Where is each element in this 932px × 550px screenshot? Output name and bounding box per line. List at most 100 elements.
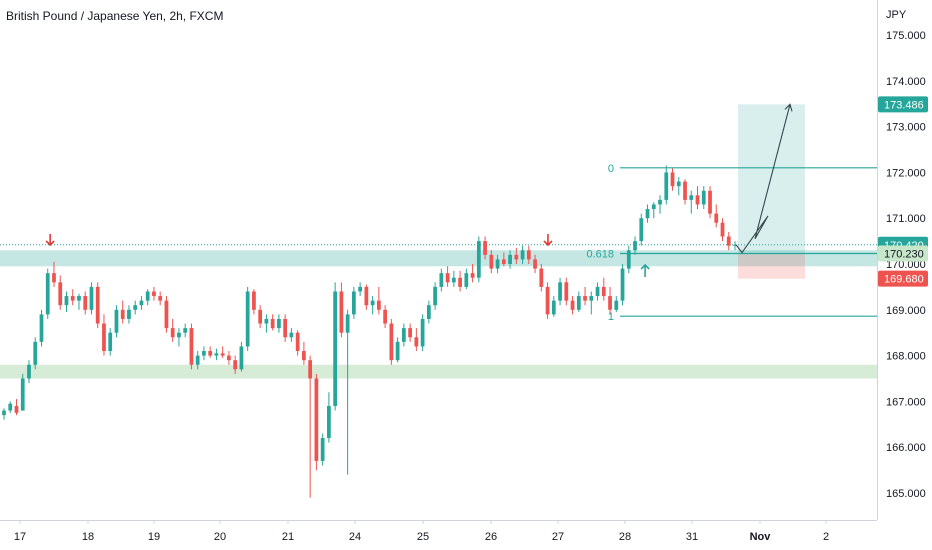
candle-body [14, 405, 19, 413]
candle-body [533, 259, 537, 269]
candle-body [551, 300, 556, 315]
candle-body [64, 296, 69, 306]
price-tag-label: 169.680 [884, 274, 924, 286]
candle-body [383, 309, 387, 324]
arrow-up-icon [640, 263, 650, 277]
position-target-zone [738, 104, 805, 254]
candle-body [470, 273, 475, 278]
candle-body [114, 309, 119, 333]
price-tick-label: 165.000 [886, 488, 926, 500]
candle-body [277, 318, 281, 329]
candle-body [102, 323, 106, 352]
candle-body [2, 410, 6, 416]
candle-body [695, 195, 700, 205]
candle-body [520, 250, 525, 260]
candle-body [27, 364, 31, 379]
candle-body [433, 286, 437, 306]
candle-body [320, 438, 325, 461]
zone-resistance-support [0, 250, 877, 267]
fib-level-label: 1 [608, 311, 614, 323]
candle-body [8, 403, 13, 411]
candle-body [152, 291, 156, 297]
candle-body [227, 355, 231, 361]
candle-body [233, 360, 238, 370]
candle-body [501, 259, 506, 264]
candle-body [683, 181, 687, 200]
candle-body [376, 300, 381, 310]
candle-body [202, 351, 206, 356]
candle-body [626, 250, 631, 269]
time-tick-label: 20 [214, 531, 226, 543]
chart-title: British Pound / Japanese Yen, 2h, FXCM [6, 9, 224, 23]
candle-body [708, 190, 712, 214]
price-tick-label: 171.000 [886, 213, 926, 225]
time-tick-label: 28 [619, 531, 631, 543]
time-tick-label: 2 [823, 531, 829, 543]
time-axis[interactable]: 17 18 19 20 21 24 25 26 27 28 31 Nov 2 [14, 520, 829, 543]
candle-body [726, 236, 731, 246]
candle-body [733, 244, 737, 246]
candle-body [620, 268, 625, 301]
candle-body [358, 286, 363, 292]
price-tick-label: 168.000 [886, 351, 926, 363]
candle-body [170, 328, 175, 338]
candle-body [526, 250, 531, 260]
candle-body [439, 273, 444, 287]
candle-body [458, 277, 462, 287]
candle-body [77, 296, 81, 301]
candle-body [270, 318, 275, 329]
candle-body [483, 241, 487, 255]
time-tick-label: Nov [750, 531, 772, 543]
candle-body [45, 273, 50, 315]
candle-body [514, 254, 519, 260]
candle-body [245, 291, 250, 347]
arrow-down-icon [543, 234, 553, 247]
candle-body [589, 296, 594, 301]
candle-body [264, 318, 269, 324]
candle-body [664, 172, 669, 200]
candle-body [214, 353, 219, 356]
candle-body [70, 296, 75, 301]
candle-body [283, 318, 288, 338]
candle-body [370, 300, 375, 306]
candle-body [58, 282, 63, 306]
price-tag [878, 245, 928, 262]
price-axis-currency: JPY [886, 9, 907, 21]
candle-body [445, 273, 450, 283]
candle-body [689, 195, 694, 200]
candle-body [352, 291, 356, 315]
time-tick-label: 19 [148, 531, 160, 543]
candle-body [52, 273, 56, 283]
price-tick-label: 173.000 [886, 122, 926, 134]
time-tick-label: 17 [14, 531, 26, 543]
candle-body [295, 332, 300, 352]
time-tick-label: 31 [686, 531, 698, 543]
candle-body [189, 328, 194, 365]
price-tag [878, 96, 928, 113]
candle-body [89, 286, 94, 310]
position-stop-zone [738, 253, 805, 279]
candle-body [327, 405, 331, 439]
price-axis[interactable]: JPY 165.000 166.000 167.000 168.000 169.000 17… [878, 9, 928, 500]
candle-body [314, 378, 319, 461]
price-tick-label: 169.000 [886, 305, 926, 317]
price-tag-label: 173.486 [884, 99, 924, 111]
zone-lower-support [0, 364, 877, 379]
candle-body [408, 328, 412, 338]
candle-body [239, 346, 244, 370]
candle-body [208, 351, 213, 356]
candle-body [195, 355, 200, 365]
candle-body [489, 254, 494, 269]
candle-body [658, 199, 662, 205]
time-tick-label: 21 [282, 531, 294, 543]
candle-body [83, 296, 88, 310]
candle-body [720, 222, 725, 237]
candle-body [364, 286, 369, 306]
candle-body [220, 353, 225, 356]
candle-body [476, 241, 481, 278]
zones-layer [0, 104, 877, 379]
candle-body [133, 305, 138, 310]
candle-body [595, 286, 600, 297]
candle-body [401, 328, 406, 342]
